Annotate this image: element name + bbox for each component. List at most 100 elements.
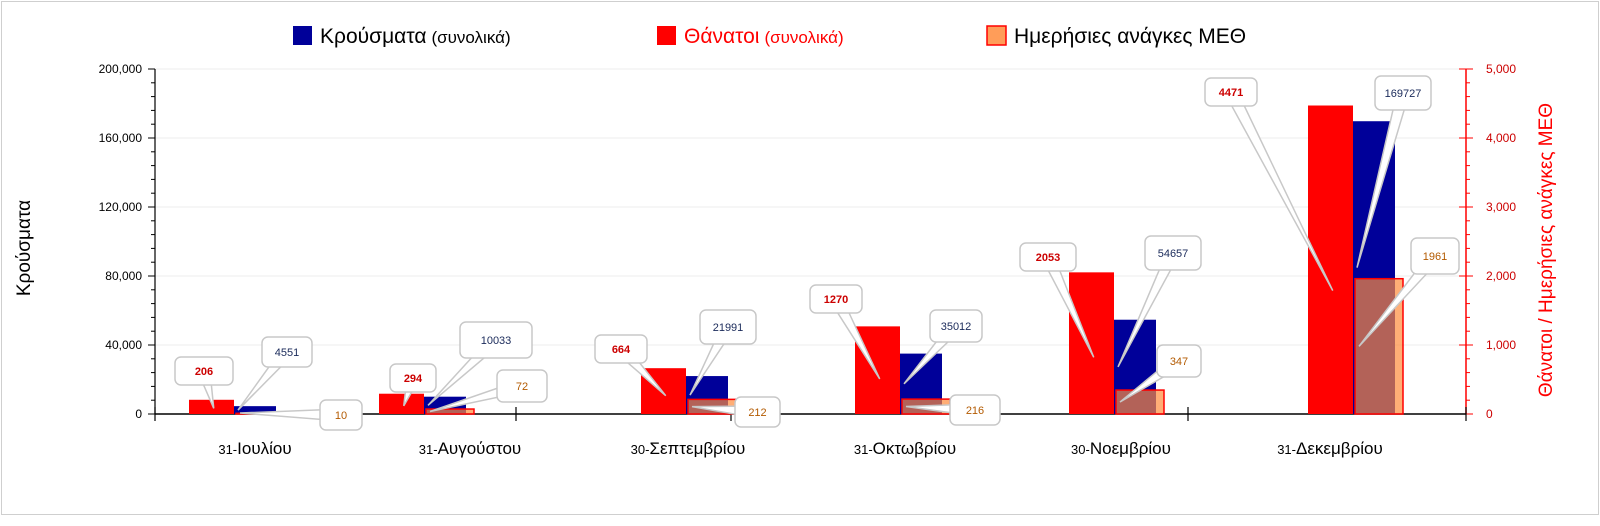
x-tick-day: 30- (631, 442, 650, 457)
cases-label: 169727 (1385, 88, 1422, 100)
y2-tick-label: 1,000 (1486, 338, 1516, 352)
bar-deaths (1308, 105, 1353, 414)
x-tick-label: 30-Σεπτεμβρίου (631, 439, 746, 458)
deaths-callout: 664 (594, 334, 667, 397)
callout-mask (749, 407, 766, 417)
callout-mask (405, 373, 421, 383)
icu-callout: 216 (905, 394, 1001, 426)
legend-label: Θάνατοι (συνολικά) (684, 25, 844, 48)
callout-mask (828, 294, 844, 304)
icu-callout: 72 (429, 369, 548, 413)
x-tick-label: 31-Οκτωβρίου (854, 439, 956, 458)
icu-label: 216 (966, 405, 984, 417)
cases-callout: 169727 (1356, 75, 1432, 268)
callout-mask (1171, 356, 1187, 366)
y-tick-label: 160,000 (99, 131, 143, 145)
y2-tick-label: 2,000 (1486, 269, 1516, 283)
cases-callout: 35012 (903, 309, 983, 385)
cases-callout: 4551 (237, 336, 313, 411)
cases-label: 4551 (275, 347, 299, 359)
x-tick-month: Σεπτεμβρίου (649, 439, 745, 458)
callout-mask (1165, 248, 1181, 258)
x-tick-label: 30-Νοεμβρίου (1071, 439, 1171, 458)
x-tick-month: Οκτωβρίου (873, 439, 956, 458)
deaths-label: 1270 (824, 294, 848, 306)
deaths-label: 2053 (1036, 252, 1060, 264)
legend-label: Κρούσματα (συνολικά) (320, 25, 511, 48)
bar-icu (425, 408, 475, 415)
deaths-callout: 206 (174, 356, 234, 409)
deaths-callout: 294 (389, 363, 437, 407)
callout-mask (1427, 251, 1443, 261)
legend-item: Θάνατοι (συνολικά) (657, 25, 844, 48)
cases-callout: 21991 (689, 309, 757, 396)
x-tick-label: 31-Αυγούστου (419, 439, 521, 458)
callout-mask (967, 405, 983, 415)
icu-label: 1961 (1423, 251, 1447, 263)
bar-deaths (1069, 272, 1114, 414)
icu-label: 10 (335, 410, 347, 422)
deaths-callout: 1270 (809, 284, 881, 380)
bar-icu (1115, 389, 1165, 415)
y-tick-label: 40,000 (105, 338, 142, 352)
x-tick-day: 30- (1071, 442, 1090, 457)
x-tick-day: 31- (1277, 442, 1296, 457)
callout-mask (196, 366, 212, 376)
y-tick-label: 80,000 (105, 269, 142, 283)
legend-swatch (986, 25, 1007, 46)
cases-callout: 54657 (1117, 235, 1202, 368)
bar-deaths (189, 399, 234, 414)
cases-label: 10033 (481, 335, 512, 347)
cases-callout: 10033 (427, 321, 533, 406)
x-tick-month: Νοεμβρίου (1090, 439, 1171, 458)
callout-mask (1040, 252, 1056, 262)
legend-label: Ημερήσιες ανάγκες ΜΕΘ (1014, 25, 1246, 48)
deaths-label: 4471 (1219, 87, 1243, 99)
y-axis-title: Κρούσματα (14, 200, 35, 296)
icu-label: 347 (1170, 356, 1188, 368)
bar-cases (234, 406, 276, 414)
callout-mask (333, 410, 349, 420)
x-tick-month: Δεκεμβρίου (1296, 439, 1383, 458)
legend-item: Ημερήσιες ανάγκες ΜΕΘ (986, 25, 1246, 48)
y-tick-label: 200,000 (99, 62, 143, 76)
x-tick-label: 31-Ιουλίου (218, 439, 291, 458)
y2-tick-label: 4,000 (1486, 131, 1516, 145)
chart-frame (1, 1, 1599, 515)
legend-swatch (657, 26, 676, 45)
deaths-label: 664 (612, 344, 631, 356)
x-tick-day: 31- (218, 442, 237, 457)
callout-mask (488, 335, 504, 345)
cases-label: 54657 (1158, 248, 1189, 260)
legend-item: Κρούσματα (συνολικά) (293, 25, 511, 48)
cases-label: 21991 (713, 322, 744, 334)
callout-mask (279, 347, 295, 357)
icu-callout: 347 (1119, 344, 1202, 403)
icu-label: 212 (748, 407, 766, 419)
callout-mask (514, 381, 530, 391)
legend-swatch (293, 26, 312, 45)
callout-mask (948, 321, 964, 331)
deaths-label: 294 (404, 373, 423, 385)
bar-deaths (379, 393, 424, 414)
icu-callout: 10 (239, 399, 363, 431)
callout-mask (1395, 88, 1411, 98)
y2-tick-label: 0 (1486, 407, 1493, 421)
y2-tick-label: 5,000 (1486, 62, 1516, 76)
x-tick-month: Αυγούστου (438, 439, 522, 458)
y2-axis-title: Θάνατοι / Ημερήσιες ανάγκες ΜΕΘ (1536, 103, 1557, 397)
callout-mask (720, 322, 736, 332)
deaths-label: 206 (195, 366, 213, 378)
icu-callout: 212 (691, 396, 781, 428)
icu-callout: 1961 (1358, 237, 1460, 347)
y2-tick-label: 3,000 (1486, 200, 1516, 214)
callout-mask (1223, 87, 1239, 97)
callout-mask (613, 344, 629, 354)
deaths-callout: 4471 (1204, 77, 1334, 291)
x-tick-month: Ιουλίου (237, 439, 292, 458)
cases-label: 35012 (941, 321, 972, 333)
y-tick-label: 0 (135, 407, 142, 421)
x-tick-label: 31-Δεκεμβρίου (1277, 439, 1383, 458)
x-tick-day: 31- (419, 442, 438, 457)
